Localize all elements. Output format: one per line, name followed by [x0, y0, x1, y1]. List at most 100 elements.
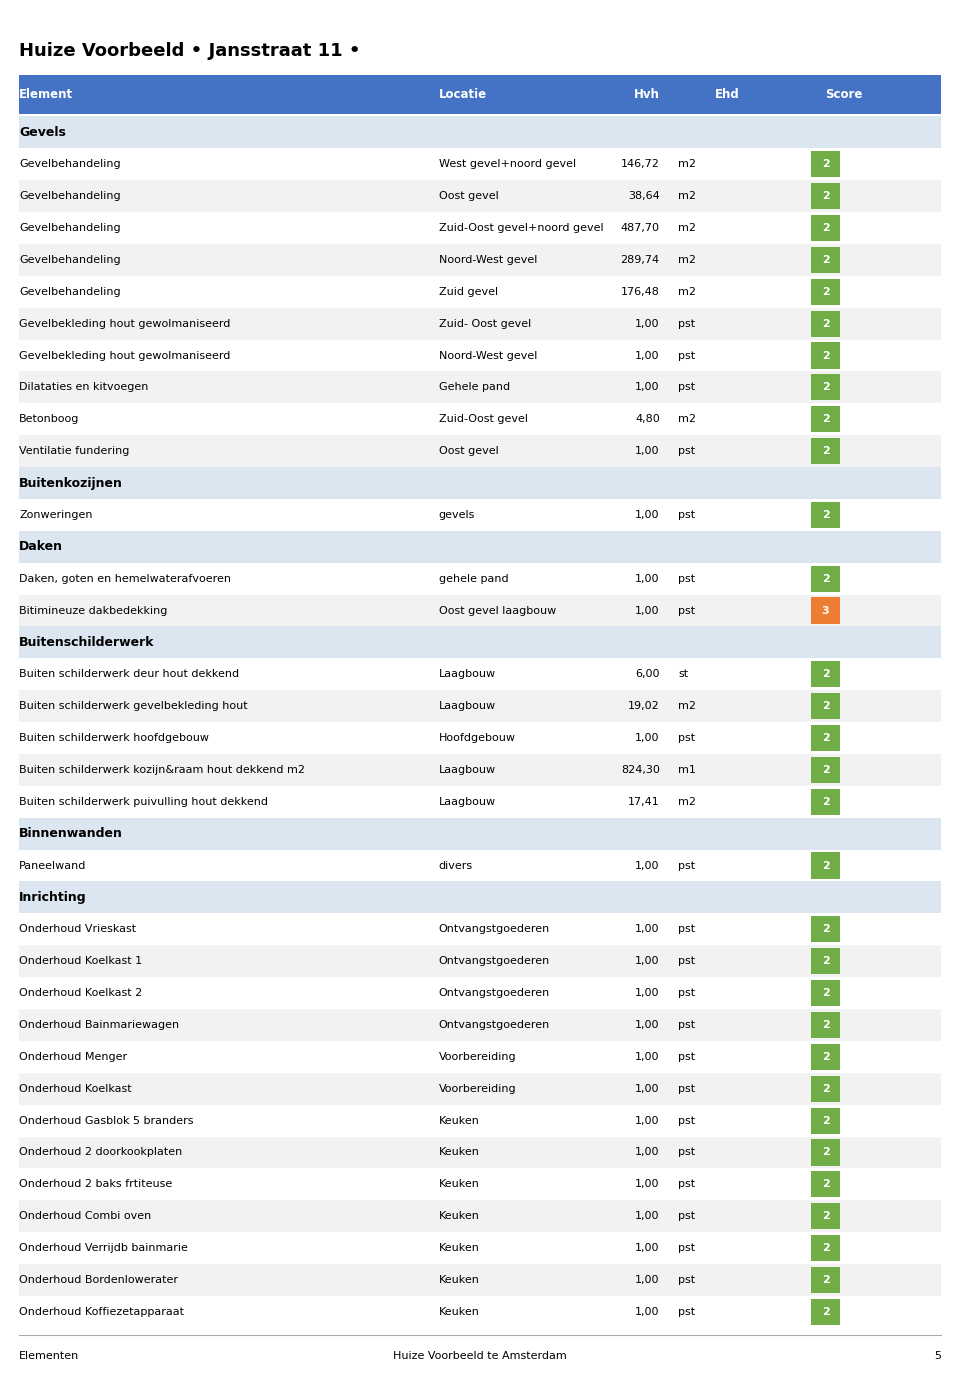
FancyBboxPatch shape [811, 1267, 840, 1293]
Text: 487,70: 487,70 [621, 223, 660, 233]
Text: 1,00: 1,00 [636, 1148, 660, 1157]
FancyBboxPatch shape [19, 563, 941, 595]
Text: 2: 2 [822, 956, 829, 966]
Text: Inrichting: Inrichting [19, 891, 86, 904]
Text: 2: 2 [822, 351, 829, 360]
Text: 3: 3 [822, 606, 829, 615]
Text: 2: 2 [822, 574, 829, 584]
Text: Buiten schilderwerk puivulling hout dekkend: Buiten schilderwerk puivulling hout dekk… [19, 797, 268, 807]
Text: pst: pst [678, 1179, 695, 1189]
Text: 2: 2 [822, 765, 829, 775]
Text: 2: 2 [822, 1084, 829, 1094]
Text: 1,00: 1,00 [636, 1275, 660, 1285]
FancyBboxPatch shape [19, 786, 941, 818]
Text: Ehd: Ehd [715, 87, 740, 101]
Text: 1,00: 1,00 [636, 956, 660, 966]
Text: Onderhoud Verrijdb bainmarie: Onderhoud Verrijdb bainmarie [19, 1243, 188, 1253]
Text: 2: 2 [822, 191, 829, 201]
Text: 1,00: 1,00 [636, 383, 660, 392]
Text: 824,30: 824,30 [621, 765, 660, 775]
Text: Voorbereiding: Voorbereiding [439, 1052, 516, 1062]
Text: m2: m2 [678, 159, 696, 169]
Text: Noord-West gevel: Noord-West gevel [439, 255, 537, 265]
Text: 2: 2 [822, 446, 829, 456]
FancyBboxPatch shape [811, 183, 840, 209]
Text: Gevelbekleding hout gewolmaniseerd: Gevelbekleding hout gewolmaniseerd [19, 319, 230, 328]
Text: 1,00: 1,00 [636, 861, 660, 870]
Text: Onderhoud Vrieskast: Onderhoud Vrieskast [19, 924, 136, 934]
Text: m2: m2 [678, 797, 696, 807]
Text: Onderhoud Bordenlowerater: Onderhoud Bordenlowerater [19, 1275, 179, 1285]
FancyBboxPatch shape [19, 1041, 941, 1073]
Text: Laagbouw: Laagbouw [439, 797, 495, 807]
Text: Onderhoud Koffiezetapparaat: Onderhoud Koffiezetapparaat [19, 1307, 184, 1317]
Text: 2: 2 [822, 1148, 829, 1157]
FancyBboxPatch shape [811, 661, 840, 687]
Text: Ontvangstgoederen: Ontvangstgoederen [439, 924, 550, 934]
Text: Gevels: Gevels [19, 126, 66, 139]
Text: 2: 2 [822, 861, 829, 870]
Text: Oost gevel laagbouw: Oost gevel laagbouw [439, 606, 556, 615]
FancyBboxPatch shape [19, 1264, 941, 1296]
Text: Oost gevel: Oost gevel [439, 191, 498, 201]
Text: Zonweringen: Zonweringen [19, 510, 93, 520]
Text: Betonboog: Betonboog [19, 414, 80, 424]
FancyBboxPatch shape [19, 531, 941, 563]
Text: pst: pst [678, 446, 695, 456]
Text: 2: 2 [822, 1275, 829, 1285]
Text: 1,00: 1,00 [636, 446, 660, 456]
Text: m2: m2 [678, 223, 696, 233]
FancyBboxPatch shape [811, 757, 840, 783]
Text: m2: m2 [678, 255, 696, 265]
FancyBboxPatch shape [19, 626, 941, 658]
FancyBboxPatch shape [811, 597, 840, 624]
Text: Onderhoud Gasblok 5 branders: Onderhoud Gasblok 5 branders [19, 1116, 194, 1125]
FancyBboxPatch shape [811, 1203, 840, 1229]
FancyBboxPatch shape [811, 279, 840, 305]
Text: 2: 2 [822, 287, 829, 297]
Text: st: st [678, 669, 688, 679]
Text: 6,00: 6,00 [636, 669, 660, 679]
Text: 176,48: 176,48 [621, 287, 660, 297]
FancyBboxPatch shape [811, 247, 840, 273]
Text: Ventilatie fundering: Ventilatie fundering [19, 446, 130, 456]
Text: Daken: Daken [19, 541, 63, 553]
FancyBboxPatch shape [19, 435, 941, 467]
Text: pst: pst [678, 1243, 695, 1253]
Text: divers: divers [439, 861, 472, 870]
Text: Paneelwand: Paneelwand [19, 861, 86, 870]
Text: 2: 2 [822, 733, 829, 743]
FancyBboxPatch shape [811, 948, 840, 974]
Text: Onderhoud 2 doorkookplaten: Onderhoud 2 doorkookplaten [19, 1148, 182, 1157]
Text: 2: 2 [822, 701, 829, 711]
Text: pst: pst [678, 1148, 695, 1157]
Text: Laagbouw: Laagbouw [439, 669, 495, 679]
FancyBboxPatch shape [19, 308, 941, 340]
Text: Onderhoud 2 baks frtiteuse: Onderhoud 2 baks frtiteuse [19, 1179, 173, 1189]
Text: Keuken: Keuken [439, 1275, 479, 1285]
Text: Ontvangstgoederen: Ontvangstgoederen [439, 956, 550, 966]
Text: 289,74: 289,74 [620, 255, 660, 265]
Text: 1,00: 1,00 [636, 1211, 660, 1221]
FancyBboxPatch shape [19, 244, 941, 276]
Text: Element: Element [19, 87, 73, 101]
Text: Keuken: Keuken [439, 1116, 479, 1125]
Text: 1,00: 1,00 [636, 319, 660, 328]
Text: Keuken: Keuken [439, 1179, 479, 1189]
Text: 2: 2 [822, 223, 829, 233]
FancyBboxPatch shape [811, 852, 840, 879]
Text: gevels: gevels [439, 510, 475, 520]
Text: 2: 2 [822, 255, 829, 265]
Text: pst: pst [678, 1052, 695, 1062]
Text: Buiten schilderwerk gevelbekleding hout: Buiten schilderwerk gevelbekleding hout [19, 701, 248, 711]
FancyBboxPatch shape [811, 565, 840, 592]
Text: Gevelbehandeling: Gevelbehandeling [19, 223, 121, 233]
Text: Zuid gevel: Zuid gevel [439, 287, 497, 297]
Text: pst: pst [678, 924, 695, 934]
Text: Gevelbehandeling: Gevelbehandeling [19, 255, 121, 265]
Text: 1,00: 1,00 [636, 1084, 660, 1094]
FancyBboxPatch shape [19, 754, 941, 786]
Text: pst: pst [678, 733, 695, 743]
Text: Binnenwanden: Binnenwanden [19, 827, 123, 840]
Text: 2: 2 [822, 797, 829, 807]
